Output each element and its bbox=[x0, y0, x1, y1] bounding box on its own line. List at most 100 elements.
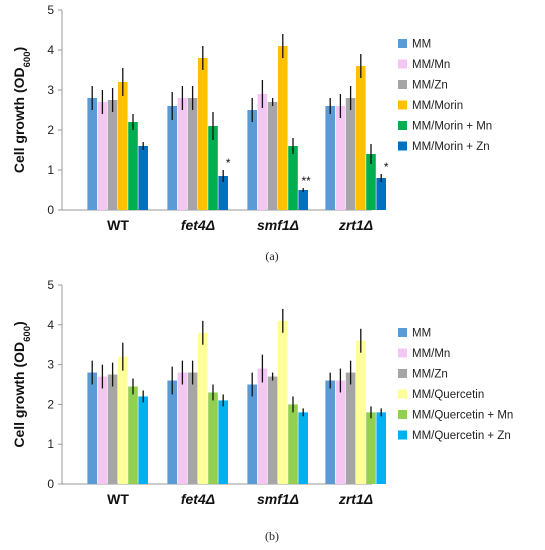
x-category-label: fet4Δ bbox=[181, 217, 215, 233]
x-category-label: zrt1Δ bbox=[338, 217, 373, 233]
legend-swatch bbox=[398, 369, 407, 378]
panel-label: (a) bbox=[265, 249, 278, 263]
bar bbox=[345, 372, 356, 484]
x-category-label: zrt1Δ bbox=[338, 491, 373, 507]
bar bbox=[257, 368, 268, 484]
bar bbox=[278, 320, 288, 484]
y-tick-label: 4 bbox=[47, 318, 54, 332]
legend-label: MM/Zn bbox=[412, 369, 448, 381]
bar bbox=[138, 146, 148, 210]
y-tick-label: 1 bbox=[47, 163, 54, 177]
y-axis-label: Cell growth (OD600) bbox=[11, 321, 33, 447]
bar bbox=[356, 340, 366, 484]
legend-label: MM bbox=[412, 328, 431, 340]
bar bbox=[356, 66, 366, 210]
bar bbox=[97, 376, 108, 484]
x-category-label: smf1Δ bbox=[257, 491, 299, 507]
bar bbox=[288, 404, 298, 484]
bar bbox=[208, 126, 218, 210]
bar bbox=[128, 386, 138, 484]
bar bbox=[278, 46, 288, 210]
bar bbox=[167, 106, 177, 210]
legend-swatch bbox=[398, 410, 407, 419]
bar bbox=[376, 178, 386, 210]
bar bbox=[335, 380, 346, 484]
bar bbox=[177, 372, 188, 484]
bar bbox=[167, 380, 177, 484]
bar bbox=[267, 102, 278, 210]
legend-label: MM/Morin + Zn bbox=[412, 141, 490, 153]
x-category-label: smf1Δ bbox=[257, 217, 299, 233]
bar bbox=[247, 110, 257, 210]
x-category-label: WT bbox=[107, 491, 129, 507]
bar bbox=[366, 412, 376, 484]
y-tick-label: 2 bbox=[47, 397, 54, 411]
bar bbox=[87, 98, 97, 210]
y-tick-label: 3 bbox=[47, 83, 54, 97]
legend-swatch bbox=[398, 430, 407, 440]
bar bbox=[187, 98, 198, 210]
bar bbox=[107, 100, 118, 210]
bar bbox=[218, 400, 228, 484]
y-tick-label: 0 bbox=[47, 477, 54, 491]
legend-label: MM/Quercetin + Mn bbox=[412, 410, 513, 422]
chart-panel-a: 0 1 2 3 4 5 Cell growth (OD600) WT fet4Δ smf1Δ zrt… bbox=[11, 3, 492, 263]
x-category-label: fet4Δ bbox=[181, 491, 215, 507]
legend-swatch bbox=[398, 141, 407, 151]
legend-swatch bbox=[398, 348, 407, 358]
legend-swatch bbox=[398, 59, 407, 69]
significance-label: ** bbox=[302, 174, 312, 188]
bar bbox=[366, 154, 376, 210]
bar bbox=[118, 82, 128, 210]
bar bbox=[298, 412, 308, 484]
bar bbox=[198, 58, 208, 210]
y-tick-label: 1 bbox=[47, 437, 54, 451]
legend-label: MM bbox=[412, 39, 431, 51]
legend-label: MM/Morin bbox=[412, 100, 463, 112]
bar bbox=[187, 372, 198, 484]
legend-label: MM/Mn bbox=[412, 348, 450, 360]
significance-label: * bbox=[226, 156, 231, 170]
legend-swatch bbox=[398, 80, 407, 89]
legend-swatch bbox=[398, 389, 407, 399]
bar bbox=[118, 356, 128, 484]
chart-panel-b: 0 1 2 3 4 5 Cell growth (OD600) WT fet4Δ smf1Δ zrt… bbox=[11, 278, 513, 543]
bar bbox=[325, 106, 335, 210]
bar bbox=[376, 412, 386, 484]
y-tick-label: 5 bbox=[47, 278, 54, 292]
bar bbox=[138, 396, 148, 484]
bar bbox=[247, 384, 257, 484]
legend-swatch bbox=[398, 328, 407, 337]
significance-label: * bbox=[384, 160, 389, 174]
bar bbox=[97, 102, 108, 210]
legend-label: MM/Mn bbox=[412, 59, 450, 71]
y-tick-label: 3 bbox=[47, 358, 54, 372]
y-tick-label: 0 bbox=[47, 203, 54, 217]
bar bbox=[208, 392, 218, 484]
legend-label: MM/Quercetin bbox=[412, 389, 484, 401]
legend-swatch bbox=[398, 121, 407, 130]
bar bbox=[87, 372, 97, 484]
bar bbox=[177, 98, 188, 210]
bar bbox=[335, 106, 346, 210]
bar bbox=[288, 146, 298, 210]
bar bbox=[345, 98, 356, 210]
bar bbox=[267, 376, 278, 484]
y-tick-label: 4 bbox=[47, 43, 54, 57]
y-tick-label: 5 bbox=[47, 3, 54, 17]
y-axis-label: Cell growth (OD600) bbox=[11, 47, 33, 173]
legend-label: MM/Quercetin + Zn bbox=[412, 430, 511, 442]
bar bbox=[298, 190, 308, 210]
bar bbox=[218, 176, 228, 210]
x-category-label: WT bbox=[107, 217, 129, 233]
panel-label: (b) bbox=[265, 529, 279, 543]
bar bbox=[107, 374, 118, 484]
legend-label: MM/Morin + Mn bbox=[412, 121, 492, 133]
bar bbox=[198, 332, 208, 484]
legend-swatch bbox=[398, 39, 407, 48]
bar bbox=[128, 122, 138, 210]
y-tick-label: 2 bbox=[47, 123, 54, 137]
bar bbox=[325, 380, 335, 484]
legend-swatch bbox=[398, 100, 407, 110]
